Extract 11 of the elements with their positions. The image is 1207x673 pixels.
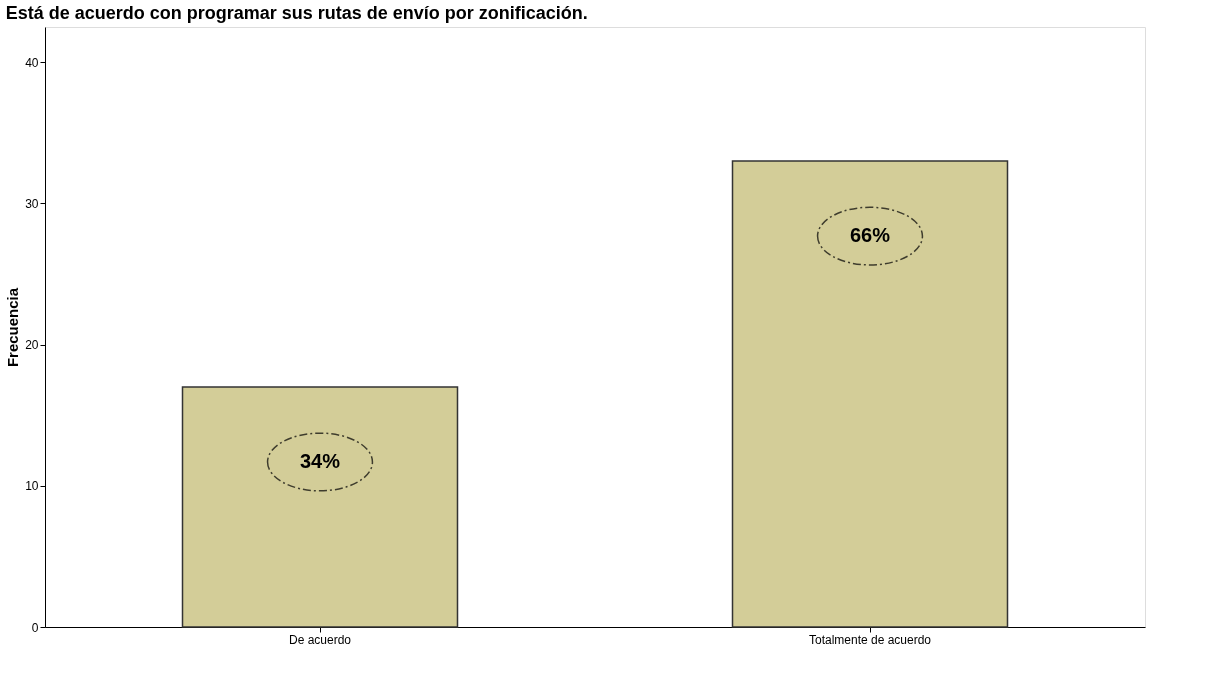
y-axis-title: Frecuencia [4, 287, 22, 368]
y-tick-label: 30 [25, 196, 39, 211]
x-tick-label: De acuerdo [288, 632, 352, 647]
y-tick-label: 40 [25, 55, 39, 70]
chart-title: Está de acuerdo con programar sus rutas de envío por zonificación. [5, 3, 588, 23]
y-tick-label: 10 [25, 479, 39, 494]
y-tick-label: 0 [31, 620, 39, 635]
annotation: 34% [299, 450, 341, 472]
y-tick-label: 20 [25, 338, 39, 353]
annotation: 66% [849, 224, 891, 247]
x-tick-label: Totalmente de acuerdo [808, 632, 932, 647]
